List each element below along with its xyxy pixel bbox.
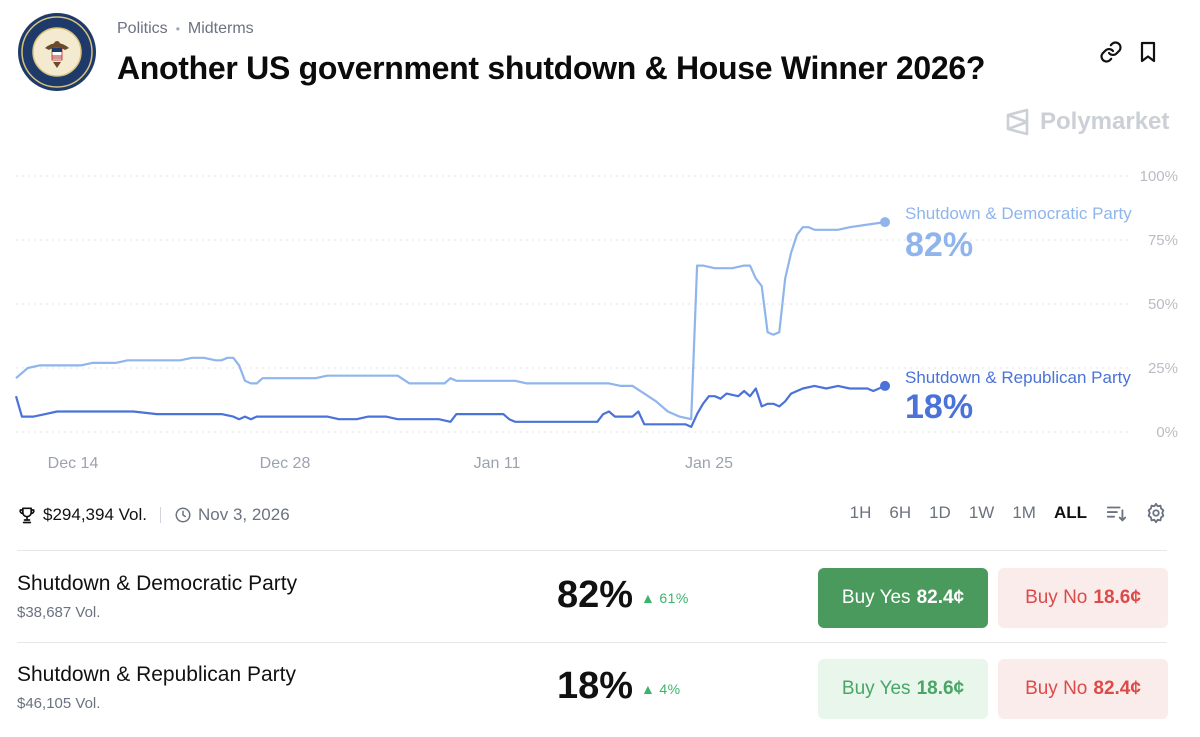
buy-yes-price: 18.6¢: [916, 678, 965, 699]
buy-yes-label: Buy Yes: [841, 587, 911, 608]
chart-series: Shutdown & Democratic Party 82% Shutdown &…: [14, 204, 1132, 428]
buy-no-price: 82.4¢: [1093, 678, 1141, 699]
outcome-change-value: 61%: [659, 590, 689, 606]
x-axis-ticks: Dec 14 Dec 28 Jan 11 Jan 25: [48, 455, 733, 472]
x-tick-label: Dec 14: [48, 455, 99, 472]
x-tick-label: Jan 11: [474, 455, 521, 472]
end-date-value: Nov 3, 2026: [197, 505, 290, 524]
breadcrumb-subcategory[interactable]: Midterms: [187, 20, 254, 37]
market-header: Politics • Midterms Another US governmen…: [0, 0, 1200, 136]
gear-icon[interactable]: [1145, 502, 1167, 524]
total-volume: $294,394 Vol.: [17, 505, 147, 525]
price-chart[interactable]: 100% 75% 50% 25% 0% Dec 14 Dec 28 Jan 11 Jan 25…: [0, 160, 1200, 480]
outcome-name: Shutdown & Democratic Party: [17, 572, 298, 595]
buy-no-label: Buy No: [1025, 587, 1088, 608]
buy-no-button[interactable]: Buy No 18.6¢: [998, 568, 1168, 628]
outcome-change-value: 4%: [659, 681, 681, 697]
market-stats-bar: $294,394 Vol. Nov 3, 2026 1H 6H 1D 1W 1M…: [17, 502, 1167, 528]
series-label-name: Shutdown & Democratic Party: [905, 204, 1132, 223]
range-1w[interactable]: 1W: [968, 503, 995, 522]
breadcrumb: Politics • Midterms: [117, 20, 254, 38]
outcome-row-democratic[interactable]: Shutdown & Democratic Party $38,687 Vol.…: [17, 552, 1168, 642]
polymarket-watermark: Polymarket: [1004, 108, 1169, 136]
outcome-volume: $46,105 Vol.: [17, 695, 101, 712]
outcome-row-republican[interactable]: Shutdown & Republican Party $46,105 Vol.…: [17, 643, 1168, 733]
triangle-up-icon: ▲: [641, 681, 656, 697]
end-date: Nov 3, 2026: [174, 505, 290, 525]
outcome-probability: 82%: [557, 574, 634, 616]
outcome-change: ▲ 4%: [641, 681, 681, 697]
series-endpoint: [880, 217, 890, 228]
trophy-icon: [19, 507, 35, 524]
series-label-name: Shutdown & Republican Party: [905, 368, 1131, 387]
series-endpoint: [880, 380, 890, 391]
outcome-volume: $38,687 Vol.: [17, 604, 101, 621]
house-seal-logo: [18, 13, 96, 91]
buy-yes-button[interactable]: Buy Yes 18.6¢: [818, 659, 988, 719]
stats-divider: [159, 507, 161, 523]
clock-icon: [175, 507, 191, 523]
y-axis-ticks: 100% 75% 50% 25% 0%: [1140, 168, 1178, 441]
x-tick-label: Jan 25: [685, 455, 733, 472]
breadcrumb-category[interactable]: Politics: [117, 20, 168, 37]
series-label-value: 18%: [905, 388, 973, 426]
range-6h[interactable]: 6H: [889, 503, 912, 522]
time-range-selector: 1H 6H 1D 1W 1M ALL: [850, 502, 1167, 524]
y-tick-label: 50%: [1148, 296, 1178, 313]
y-tick-label: 100%: [1140, 168, 1178, 185]
breadcrumb-separator: •: [175, 22, 180, 36]
buy-no-label: Buy No: [1025, 678, 1088, 699]
list-divider-middle: [17, 642, 1167, 643]
total-volume-value: $294,394 Vol.: [43, 505, 147, 524]
polymarket-logo-icon: [1006, 108, 1029, 136]
range-1m[interactable]: 1M: [1012, 503, 1036, 522]
list-divider-top: [17, 550, 1167, 551]
buy-no-button[interactable]: Buy No 82.4¢: [998, 659, 1168, 719]
range-all[interactable]: ALL: [1053, 503, 1087, 522]
page-title: Another US government shutdown & House W…: [117, 50, 986, 86]
outcome-probability: 18%: [557, 665, 634, 707]
y-tick-label: 25%: [1148, 360, 1178, 377]
buy-no-price: 18.6¢: [1093, 587, 1141, 608]
link-icon[interactable]: [1099, 40, 1123, 64]
y-tick-label: 75%: [1148, 232, 1178, 249]
buy-yes-button[interactable]: Buy Yes 82.4¢: [818, 568, 988, 628]
buy-yes-price: 82.4¢: [916, 587, 965, 608]
brand-name: Polymarket: [1040, 108, 1170, 135]
outcome-change: ▲ 61%: [641, 590, 689, 606]
triangle-up-icon: ▲: [641, 590, 656, 606]
range-1h[interactable]: 1H: [849, 503, 872, 522]
x-tick-label: Dec 28: [260, 455, 311, 472]
buy-yes-label: Buy Yes: [841, 678, 911, 699]
y-tick-label: 0%: [1156, 424, 1178, 441]
sort-icon[interactable]: [1105, 502, 1127, 524]
series-label-value: 82%: [905, 226, 973, 264]
bookmark-icon[interactable]: [1136, 40, 1160, 64]
range-1d[interactable]: 1D: [929, 503, 951, 522]
series-line-republican: [14, 384, 886, 428]
outcome-name: Shutdown & Republican Party: [17, 663, 296, 686]
series-line-democratic: [15, 221, 886, 421]
